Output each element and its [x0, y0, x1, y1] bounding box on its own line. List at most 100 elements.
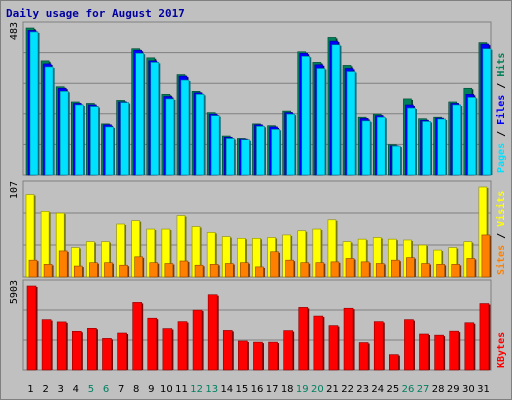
bar-kbytes-day-25 [389, 354, 399, 371]
bar-visits-side [441, 251, 444, 277]
bar-pages-day-7 [120, 102, 129, 176]
bar-visits-side [109, 242, 111, 277]
bar-visits-side [64, 214, 66, 277]
x-tick-label-27: 27 [417, 384, 430, 395]
bar-pages-side [68, 92, 70, 175]
bar-pages-day-23 [361, 120, 371, 176]
legend-entry: Visits [495, 191, 507, 227]
bar-visits-side [139, 221, 142, 277]
bar-sites-side [369, 262, 371, 277]
bar-kbytes-side [322, 317, 325, 370]
bar-kbytes-day-23 [358, 342, 369, 371]
bar-kbytes-side [413, 320, 415, 370]
bar-visits-side [305, 231, 308, 277]
bar-sites-day-1 [28, 259, 38, 278]
x-tick-label-18: 18 [281, 384, 294, 395]
bar-sites-side [399, 261, 401, 277]
bar-kbytes-day-6 [102, 338, 112, 371]
bar-sites-side [308, 263, 311, 277]
bar-sites-day-16 [255, 266, 264, 278]
bar-kbytes-side [443, 336, 446, 370]
x-tick-label-21: 21 [326, 384, 339, 395]
x-tick-label-10: 10 [160, 384, 173, 395]
bar-visits-side [34, 195, 36, 277]
bar-pages-side [98, 107, 100, 175]
bar-pages-day-18 [286, 113, 295, 176]
bar-kbytes-day-7 [117, 332, 127, 371]
bar-pages-day-21 [331, 44, 341, 176]
bar-visits-side [456, 248, 459, 277]
bar-pages-day-9 [150, 62, 160, 176]
bar-kbytes-day-31 [479, 303, 490, 371]
bar-pages-day-28 [437, 118, 446, 176]
bar-sites-day-24 [375, 263, 385, 278]
bar-kbytes-day-14 [222, 330, 233, 371]
bar-pages-side [475, 98, 478, 175]
bar-kbytes-side [141, 303, 144, 370]
x-tick-label-25: 25 [387, 384, 400, 395]
bar-pages-side [53, 67, 55, 175]
bar-sites-side [354, 259, 356, 277]
bar-sites-side [338, 262, 341, 277]
bar-kbytes-day-8 [132, 302, 142, 371]
bar-pages-day-6 [105, 126, 114, 176]
bar-sites-side [142, 257, 145, 277]
bar-sites-day-10 [164, 263, 174, 278]
bar-pages-day-4 [74, 104, 84, 176]
panel-top-max-label: 483 [9, 22, 20, 40]
bar-pages-side [490, 49, 493, 176]
bar-pages-day-20 [316, 68, 326, 176]
bar-sites-day-7 [119, 264, 128, 278]
x-tick-label-6: 6 [103, 384, 109, 395]
bar-sites-side [429, 264, 432, 277]
bar-visits-side [169, 230, 172, 277]
bar-sites-side [233, 264, 235, 277]
bar-visits-side [94, 242, 96, 277]
bar-pages-day-2 [44, 66, 54, 176]
bar-kbytes-side [262, 343, 264, 370]
bar-visits-side [124, 225, 127, 277]
bar-kbytes-day-22 [343, 307, 354, 371]
bar-kbytes-side [307, 308, 310, 370]
x-tick-label-23: 23 [356, 384, 369, 395]
bar-sites-day-17 [270, 251, 279, 278]
bar-sites-side [52, 265, 54, 277]
bar-pages-side [219, 116, 221, 175]
bar-pages-day-27 [422, 121, 431, 176]
bar-sites-side [172, 264, 175, 277]
bar-kbytes-side [473, 323, 476, 370]
bar-sites-day-11 [179, 260, 189, 278]
bar-pages-day-15 [241, 139, 250, 176]
x-tick-label-22: 22 [341, 384, 354, 395]
bar-pages-side [38, 32, 40, 176]
bar-sites-day-19 [300, 262, 310, 278]
bar-sites-day-18 [285, 259, 294, 278]
bar-pages-side [385, 118, 387, 175]
bar-visits-side [245, 239, 247, 277]
bar-sites-day-26 [406, 257, 415, 278]
bar-sites-side [278, 252, 281, 277]
bar-pages-side [83, 106, 85, 175]
bar-pages-side [279, 130, 282, 175]
x-tick-label-13: 13 [205, 384, 218, 395]
bar-pages-side [173, 99, 176, 175]
bar-sites-day-12 [194, 264, 204, 278]
bar-pages-side [370, 121, 372, 175]
bar-sites-day-6 [104, 262, 113, 278]
bar-kbytes-day-20 [313, 315, 324, 371]
legend-entry: / [496, 227, 507, 245]
bar-pages-day-19 [301, 56, 311, 176]
bar-kbytes-day-3 [56, 321, 67, 371]
bar-kbytes-side [156, 319, 159, 370]
bar-pages-side [249, 140, 251, 175]
bar-kbytes-day-9 [147, 317, 158, 371]
legend-entry: Pages [496, 143, 507, 173]
bar-kbytes-day-13 [207, 294, 218, 371]
bar-pages-side [294, 115, 297, 175]
bar-kbytes-side [398, 355, 400, 370]
bar-kbytes-side [353, 309, 355, 370]
bar-sites-day-21 [330, 261, 340, 278]
x-tick-label-2: 2 [42, 384, 48, 395]
bar-kbytes-side [232, 331, 234, 370]
